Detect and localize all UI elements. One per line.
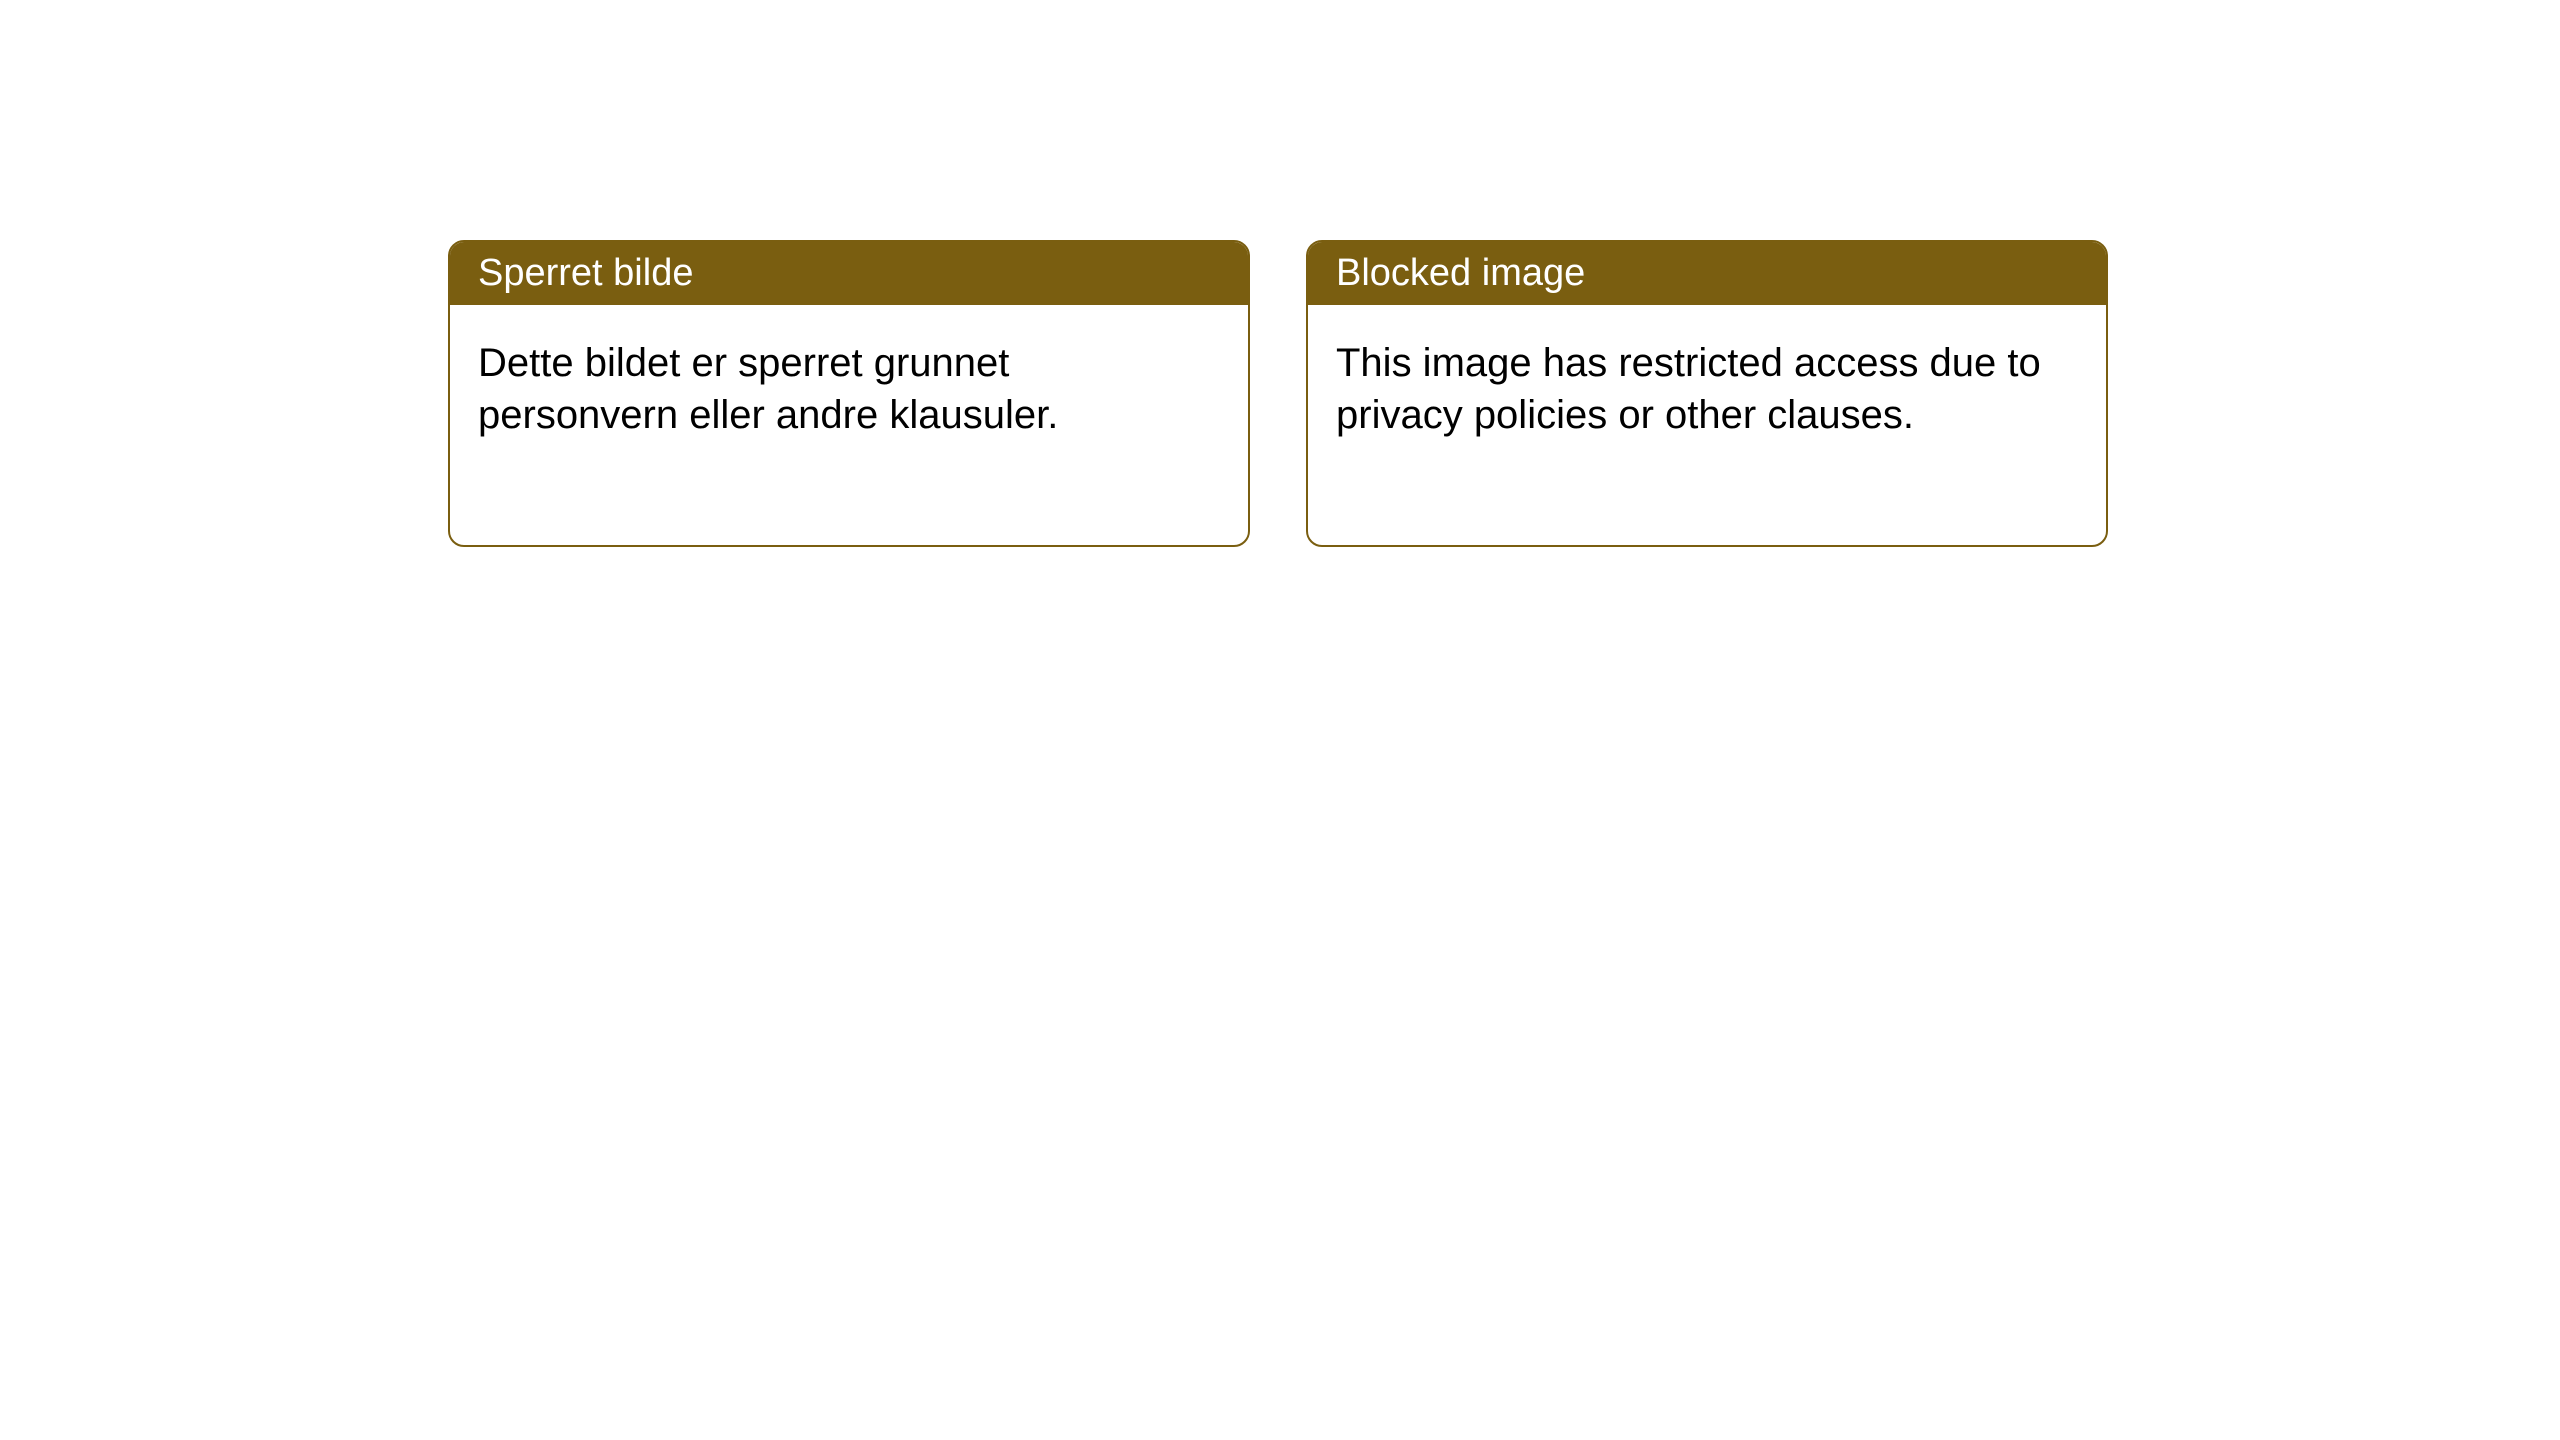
notice-container: Sperret bilde Dette bildet er sperret gr… <box>448 240 2108 547</box>
notice-title: Blocked image <box>1336 252 1585 294</box>
notice-body-text: Dette bildet er sperret grunnet personve… <box>478 341 1058 437</box>
notice-body-text: This image has restricted access due to … <box>1336 341 2041 437</box>
notice-card-header: Sperret bilde <box>450 242 1248 305</box>
notice-card-header: Blocked image <box>1308 242 2106 305</box>
notice-card-body: Dette bildet er sperret grunnet personve… <box>450 305 1248 545</box>
notice-card-english: Blocked image This image has restricted … <box>1306 240 2108 547</box>
notice-card-norwegian: Sperret bilde Dette bildet er sperret gr… <box>448 240 1250 547</box>
notice-card-body: This image has restricted access due to … <box>1308 305 2106 545</box>
notice-title: Sperret bilde <box>478 252 693 294</box>
